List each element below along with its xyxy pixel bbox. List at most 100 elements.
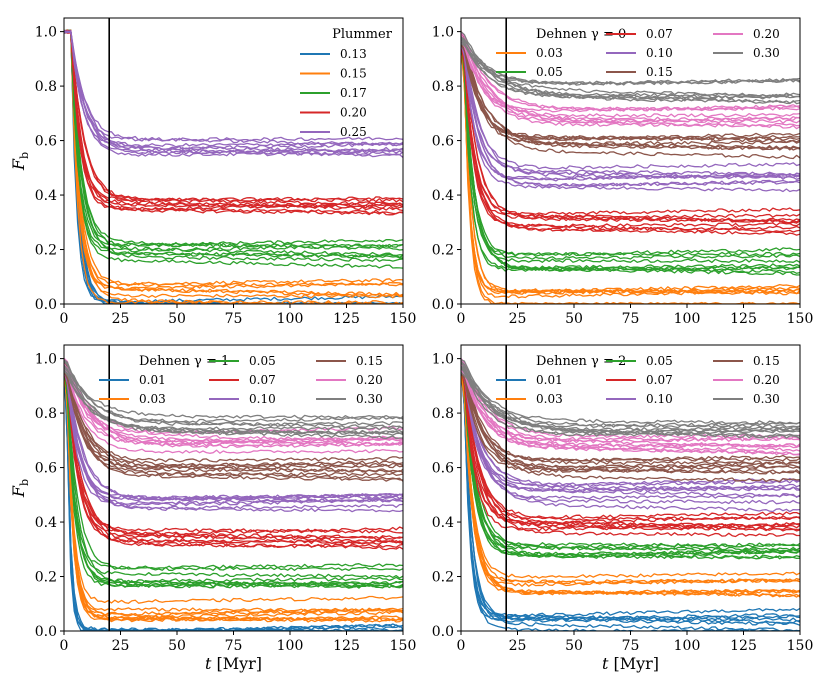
y-axis-label: Fb — [9, 479, 31, 498]
x-tick-label: 75 — [225, 638, 243, 654]
series-line-0.15 — [461, 369, 800, 473]
legend-title: Dehnen γ = 0 — [536, 27, 626, 42]
legend-label: 0.10 — [646, 392, 673, 406]
series-line-0.05 — [461, 366, 800, 556]
series-line-0.03 — [64, 367, 403, 620]
series-line-0.25 — [64, 30, 403, 155]
series-line-0.15 — [461, 33, 800, 151]
series-line-0.05 — [461, 37, 800, 264]
series-line-0.05 — [64, 366, 403, 588]
series-line-0.20 — [64, 369, 403, 446]
series-line-0.15 — [461, 35, 800, 146]
y-tick-label: 0.2 — [35, 243, 57, 259]
series-line-0.30 — [461, 367, 800, 427]
series-line-0.17 — [64, 29, 403, 248]
series-line-0.25 — [64, 30, 403, 153]
series-line-0.20 — [64, 29, 403, 215]
legend-label: 0.20 — [356, 373, 383, 387]
series-line-0.05 — [461, 39, 800, 272]
y-tick-label: 0.8 — [35, 406, 57, 422]
series-line-0.30 — [64, 360, 403, 427]
series-line-0.05 — [461, 363, 800, 560]
series-line-0.30 — [461, 359, 800, 425]
series-line-0.07 — [461, 367, 800, 532]
x-tick-label: 0 — [457, 311, 466, 327]
x-tick-label: 25 — [509, 638, 527, 654]
series-line-0.30 — [461, 360, 800, 438]
series-line-0.20 — [461, 37, 800, 121]
series-line-0.05 — [64, 359, 403, 587]
series-line-0.07 — [461, 45, 800, 236]
series-line-0.07 — [461, 44, 800, 232]
series-line-0.15 — [461, 373, 800, 470]
legend: Plummer 0.13 0.15 0.17 0.20 0.25 — [300, 27, 393, 139]
series-line-0.20 — [64, 30, 403, 203]
series-line-0.30 — [461, 43, 800, 105]
series-line-0.20 — [461, 360, 800, 452]
series-line-0.30 — [461, 365, 800, 437]
series-line-0.25 — [64, 30, 403, 147]
series-line-0.20 — [64, 29, 403, 210]
legend-label: 0.15 — [753, 354, 780, 368]
series-line-0.05 — [461, 363, 800, 553]
series-line-0.17 — [64, 30, 403, 258]
x-tick-label: 75 — [225, 311, 243, 327]
y-axis-label: Fb — [9, 152, 31, 171]
series-line-0.10 — [461, 37, 800, 193]
series-line-0.20 — [64, 29, 403, 206]
x-tick-label: 0 — [457, 638, 466, 654]
series-line-0.03 — [461, 37, 800, 295]
series-line-0.30 — [461, 36, 800, 98]
series-group — [64, 357, 403, 631]
series-line-0.17 — [64, 29, 403, 251]
legend-label: 0.03 — [536, 392, 563, 406]
legend-label: 0.20 — [753, 27, 780, 41]
series-line-0.20 — [461, 35, 800, 111]
series-line-0.05 — [461, 39, 800, 261]
series-line-0.15 — [64, 30, 403, 286]
series-line-0.15 — [64, 30, 403, 304]
series-line-0.10 — [461, 41, 800, 187]
series-line-0.07 — [461, 45, 800, 222]
legend-label: 0.07 — [249, 373, 276, 387]
series-line-0.15 — [64, 29, 403, 297]
series-line-0.30 — [461, 38, 800, 100]
y-tick-label: 1.0 — [432, 352, 454, 368]
series-line-0.05 — [64, 366, 403, 584]
legend-label: 0.01 — [536, 373, 563, 387]
y-tick-label: 0.0 — [432, 297, 454, 313]
series-line-0.30 — [461, 36, 800, 86]
series-line-0.10 — [461, 41, 800, 170]
series-group — [461, 358, 800, 631]
y-tick-label: 0.4 — [432, 188, 454, 204]
series-line-0.07 — [461, 368, 800, 524]
legend-label: 0.15 — [356, 354, 383, 368]
series-line-0.05 — [64, 363, 403, 579]
y-tick-label: 0.2 — [432, 243, 454, 259]
x-tick-label: 75 — [622, 638, 640, 654]
x-tick-label: 0 — [60, 311, 69, 327]
x-tick-label: 50 — [565, 311, 583, 327]
series-line-0.20 — [64, 367, 403, 454]
x-tick-label: 0 — [60, 638, 69, 654]
series-line-0.10 — [461, 38, 800, 181]
series-line-0.05 — [64, 365, 403, 572]
x-tick-label: 100 — [277, 638, 304, 654]
series-line-0.10 — [461, 364, 800, 492]
series-line-0.15 — [64, 371, 403, 477]
series-line-0.07 — [461, 363, 800, 520]
series-line-0.15 — [461, 362, 800, 466]
legend: Dehnen γ = 1 0.01 0.03 0.05 0.07 0.10 0.15 0.20… — [99, 354, 383, 406]
panel-top-right: 0 25 50 75 100 125 150 0.0 0.2 0.4 0.6 0.8 1.0 Dehnen… — [432, 17, 813, 327]
series-line-0.01 — [461, 363, 800, 626]
y-tick-label: 0.0 — [35, 624, 57, 640]
series-line-0.30 — [461, 43, 800, 98]
series-line-0.30 — [64, 364, 403, 430]
series-line-0.07 — [461, 364, 800, 529]
x-tick-label: 100 — [674, 311, 701, 327]
series-line-0.03 — [64, 366, 403, 604]
legend-label: 0.03 — [139, 392, 166, 406]
y-tick-label: 0.8 — [432, 79, 454, 95]
series-line-0.01 — [461, 365, 800, 624]
series-line-0.30 — [461, 31, 800, 104]
